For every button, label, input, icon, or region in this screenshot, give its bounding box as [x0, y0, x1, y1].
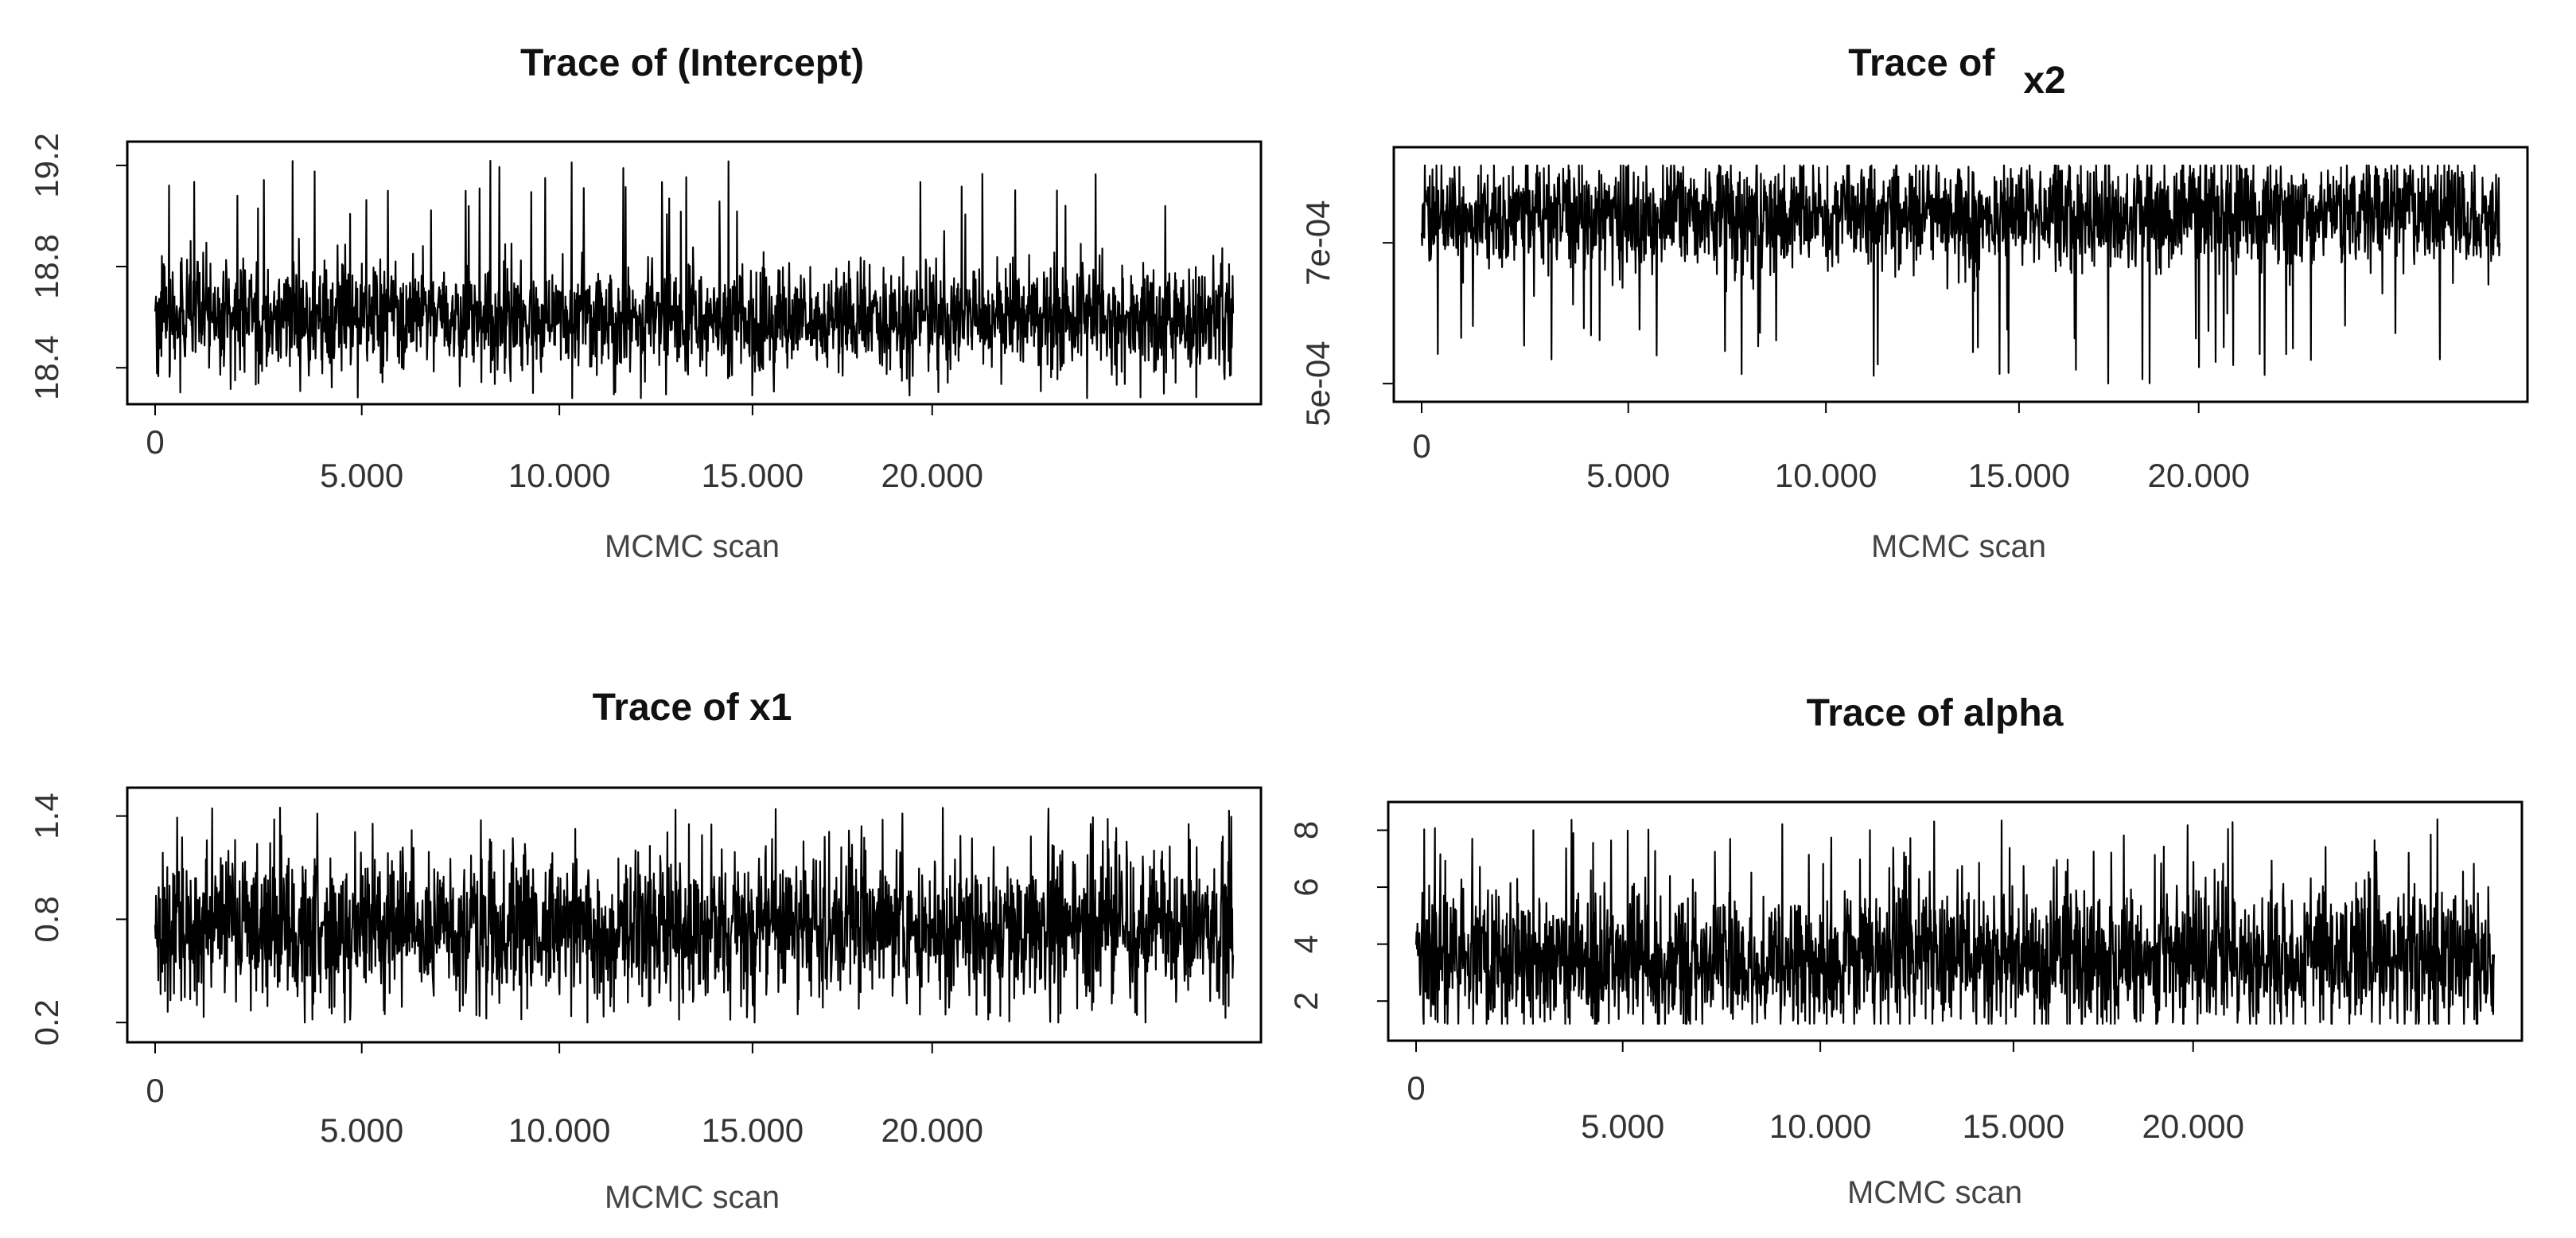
y-tick-label: 2 [1287, 992, 1325, 1010]
y-tick-label: 6 [1287, 878, 1325, 896]
x-tick-label: 15.000 [1968, 457, 2070, 494]
y-tick-label: 7e-04 [1299, 200, 1337, 285]
y-tick-label: 1.4 [28, 792, 65, 839]
trace-series-group [1420, 164, 2501, 385]
x-tick-label: 20.000 [881, 457, 983, 494]
panel-title: Trace of alpha [1807, 692, 2064, 734]
y-tick-label: 4 [1287, 935, 1325, 953]
x-tick-label: 5.000 [320, 457, 403, 494]
x-axis: 0 5.000 10.000 15.000 20.000 [1412, 402, 2250, 494]
y-tick-label: 19.2 [28, 133, 65, 198]
y-tick-label: 0.8 [28, 896, 65, 942]
x-axis: 0 5.000 10.000 15.000 20.000 [146, 404, 983, 494]
y-axis: 0.2 0.8 1.4 [28, 792, 127, 1045]
trace-line [1420, 164, 2501, 385]
x-tick-label: 5.000 [320, 1111, 403, 1149]
plot-frame [1387, 800, 2523, 1042]
trace-series-group [154, 807, 1235, 1024]
x-axis: 0 5.000 10.000 15.000 20.000 [146, 1042, 983, 1149]
x-axis-label: MCMC scan [605, 529, 780, 564]
y-axis: 5e-04 7e-04 [1299, 200, 1394, 426]
y-axis: 2 4 6 8 [1287, 821, 1388, 1010]
plot-frame [126, 140, 1263, 406]
x-tick-label: 0 [146, 423, 164, 461]
x-axis-label: MCMC scan [1847, 1175, 2022, 1210]
panel-title: Trace of x2 [1848, 42, 2065, 102]
x-tick-label: 0 [1407, 1069, 1425, 1107]
x-tick-label: 10.000 [1769, 1108, 1871, 1145]
y-tick-label: 18.4 [28, 335, 65, 400]
x-tick-label: 20.000 [881, 1111, 983, 1149]
x-tick-label: 5.000 [1581, 1108, 1664, 1145]
x-axis-label: MCMC scan [605, 1180, 780, 1215]
x-tick-label: 10.000 [1775, 457, 1877, 494]
panel-title: Trace of (Intercept) [520, 42, 864, 84]
trace-line [1414, 818, 2496, 1025]
x-tick-label: 10.000 [508, 457, 610, 494]
trace-line [154, 807, 1235, 1024]
x-tick-label: 15.000 [1963, 1108, 2064, 1145]
x-tick-label: 0 [1412, 427, 1430, 465]
x-axis: 0 5.000 10.000 15.000 20.000 [1407, 1041, 2244, 1145]
trace-panel-x2: Trace of x2 5e-04 7e-04 0 5.000 10.000 15.000… [1299, 42, 2529, 564]
y-tick-label: 18.8 [28, 234, 65, 299]
y-axis: 18.4 18.8 19.2 [28, 133, 127, 400]
x-tick-label: 0 [146, 1072, 164, 1109]
panel-title-prefix: Trace of [1848, 42, 1995, 84]
trace-series-group [1414, 818, 2496, 1025]
x-tick-label: 15.000 [702, 457, 804, 494]
x-tick-label: 20.000 [2147, 457, 2249, 494]
plot-frame [126, 786, 1263, 1044]
trace-panel-alpha: Trace of alpha 2 4 6 8 0 5.000 10.000 15.000 20… [1287, 692, 2523, 1210]
trace-panel-intercept: Trace of (Intercept) 18.4 18.8 19.2 0 5.000… [28, 42, 1263, 564]
panel-title: Trace of x1 [593, 687, 792, 729]
y-tick-label: 8 [1287, 821, 1325, 839]
trace-panel-x1: Trace of x1 0.2 0.8 1.4 0 5.000 10.000 15.000… [28, 687, 1263, 1215]
trace-line [154, 160, 1235, 399]
trace-series-group [154, 160, 1235, 399]
x-tick-label: 20.000 [2142, 1108, 2243, 1145]
x-tick-label: 5.000 [1586, 457, 1670, 494]
x-tick-label: 15.000 [702, 1111, 804, 1149]
x-tick-label: 10.000 [508, 1111, 610, 1149]
y-tick-label: 0.2 [28, 999, 65, 1045]
plot-frame [1392, 146, 2529, 403]
x-axis-label: MCMC scan [1871, 529, 2046, 564]
panel-title-variable: x2 [2023, 60, 2065, 102]
y-tick-label: 5e-04 [1299, 341, 1337, 426]
